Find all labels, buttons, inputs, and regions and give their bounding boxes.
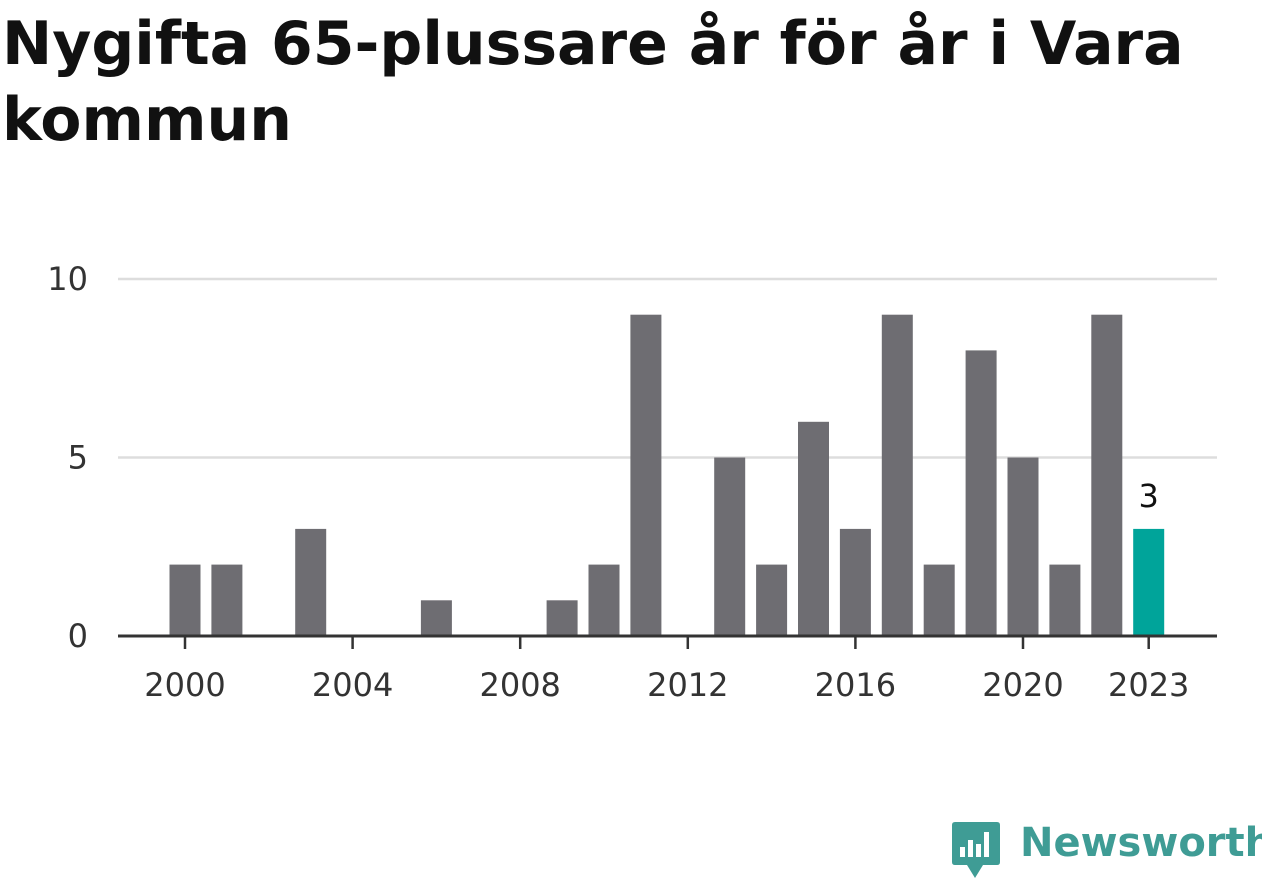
logo-bar-4 — [984, 832, 989, 857]
x-tick-label-2008: 2008 — [479, 666, 560, 704]
bar-2018 — [924, 565, 955, 636]
x-tick-label-2000: 2000 — [144, 666, 225, 704]
y-axis-ticks: 0 5 10 — [47, 260, 88, 655]
data-labels: 3 — [1139, 477, 1159, 515]
logo-bar-3 — [976, 844, 981, 857]
bar-2019 — [966, 350, 997, 636]
gridlines — [118, 279, 1217, 458]
x-tick-label-2004: 2004 — [312, 666, 393, 704]
bar-2014 — [756, 565, 787, 636]
bar-2015 — [798, 422, 829, 636]
x-tick-label-2016: 2016 — [815, 666, 896, 704]
bar-2016 — [840, 529, 871, 636]
bar-2010 — [589, 565, 620, 636]
bar-2006 — [421, 600, 452, 636]
bars — [170, 315, 1165, 636]
bar-2013 — [714, 458, 745, 637]
bar-2017 — [882, 315, 913, 636]
bar-2000 — [170, 565, 201, 636]
newsworthy-logo-icon — [950, 820, 1002, 882]
logo-bar-1 — [960, 847, 965, 857]
y-tick-label-0: 0 — [68, 617, 88, 655]
bar-2020 — [1008, 458, 1039, 637]
x-tick-label-2020: 2020 — [982, 666, 1063, 704]
bar-2003 — [295, 529, 326, 636]
x-tick-label-2012: 2012 — [647, 666, 728, 704]
x-tick-label-2023: 2023 — [1108, 666, 1189, 704]
logo-bar-2 — [968, 840, 973, 857]
bar-2009 — [547, 600, 578, 636]
bar-2001 — [211, 565, 242, 636]
y-tick-label-5: 5 — [68, 439, 88, 477]
bar-2011 — [630, 315, 661, 636]
bar-2021 — [1049, 565, 1080, 636]
data-label-2023: 3 — [1139, 477, 1159, 515]
bar-2022 — [1091, 315, 1122, 636]
logo-wordmark: Newsworthy — [1020, 818, 1262, 868]
bar-2023 — [1133, 529, 1164, 636]
y-tick-label-10: 10 — [47, 260, 88, 298]
x-axis-ticks: 2000 2004 2008 2012 2016 2020 2023 — [144, 636, 1189, 704]
bar-chart: 0 5 10 2000 2004 2008 2012 2016 2020 2023 3 — [0, 0, 1262, 879]
